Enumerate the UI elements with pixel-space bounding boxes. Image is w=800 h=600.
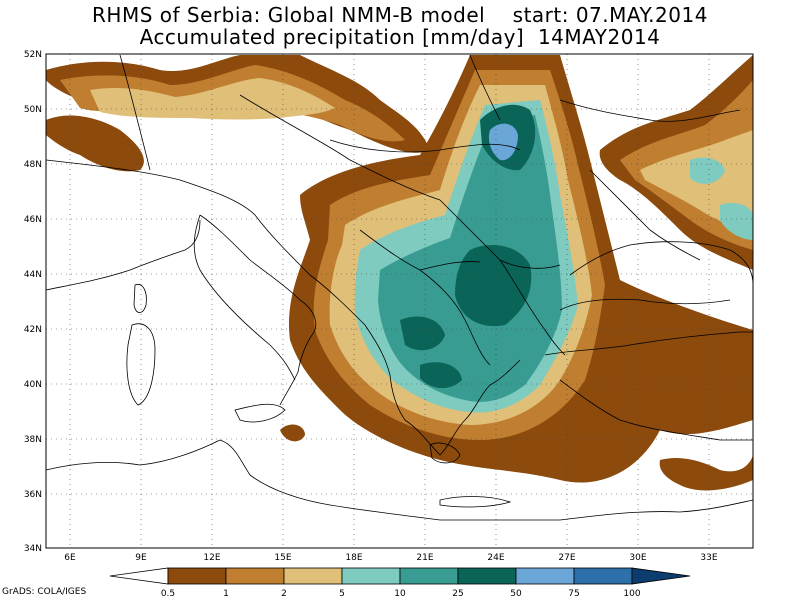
lon-label: 12E bbox=[203, 553, 220, 563]
lon-axis: 6E 9E 12E 15E 18E 21E 24E 27E 30E 33E bbox=[64, 553, 718, 563]
coastlines bbox=[45, 54, 754, 521]
legend-color-box bbox=[399, 567, 459, 585]
legend-tick-label: 1 bbox=[223, 589, 229, 599]
map-area bbox=[45, 53, 754, 549]
lat-label: 52N bbox=[24, 50, 42, 60]
precip-legend: 0.5 1 2 5 10 25 50 75 100 bbox=[109, 567, 691, 599]
legend-tick-label: 75 bbox=[568, 589, 579, 599]
lon-label: 30E bbox=[629, 553, 646, 563]
map-frame bbox=[45, 53, 754, 549]
lat-label: 42N bbox=[24, 325, 42, 335]
map-title-line2: Accumulated precipitation [mm/day] 14MAY… bbox=[139, 25, 661, 49]
lat-label: 44N bbox=[24, 270, 42, 280]
legend-color-box bbox=[341, 567, 401, 585]
legend-color-box bbox=[283, 567, 343, 585]
legend-tick-label: 100 bbox=[623, 589, 640, 599]
credit-text: GrADS: COLA/IGES bbox=[2, 587, 87, 597]
legend-tick-label: 2 bbox=[281, 589, 287, 599]
legend-tick-label: 50 bbox=[510, 589, 522, 599]
legend-low-arrow bbox=[109, 567, 169, 585]
map-title-line1: RHMS of Serbia: Global NMM-B model start… bbox=[92, 3, 708, 27]
legend-high-arrow bbox=[631, 567, 691, 585]
lon-label: 6E bbox=[64, 553, 76, 563]
legend-color-box bbox=[167, 567, 227, 585]
lon-label: 21E bbox=[416, 553, 433, 563]
lat-label: 48N bbox=[24, 160, 42, 170]
lat-axis: 52N 50N 48N 46N 44N 42N 40N 38N 36N 34N bbox=[24, 50, 42, 554]
lat-label: 46N bbox=[24, 215, 42, 225]
legend-tick-label: 10 bbox=[394, 589, 406, 599]
legend-tick-label: 5 bbox=[339, 589, 345, 599]
legend-color-box bbox=[225, 567, 285, 585]
lon-label: 9E bbox=[135, 553, 147, 563]
lat-label: 38N bbox=[24, 435, 42, 445]
lat-label: 36N bbox=[24, 490, 42, 500]
precip-band-25 bbox=[400, 104, 536, 389]
lat-label: 40N bbox=[24, 380, 42, 390]
precip-band-50 bbox=[488, 123, 518, 161]
legend-color-box bbox=[515, 567, 575, 585]
lon-label: 24E bbox=[487, 553, 504, 563]
lon-label: 33E bbox=[700, 553, 717, 563]
lon-label: 15E bbox=[274, 553, 291, 563]
lon-label: 27E bbox=[558, 553, 575, 563]
legend-color-box bbox=[573, 567, 633, 585]
legend-color-box bbox=[457, 567, 517, 585]
lat-label: 50N bbox=[24, 105, 42, 115]
lon-label: 18E bbox=[345, 553, 362, 563]
legend-tick-label: 0.5 bbox=[161, 589, 175, 599]
legend-tick-label: 25 bbox=[452, 589, 463, 599]
lat-label: 34N bbox=[24, 544, 42, 554]
